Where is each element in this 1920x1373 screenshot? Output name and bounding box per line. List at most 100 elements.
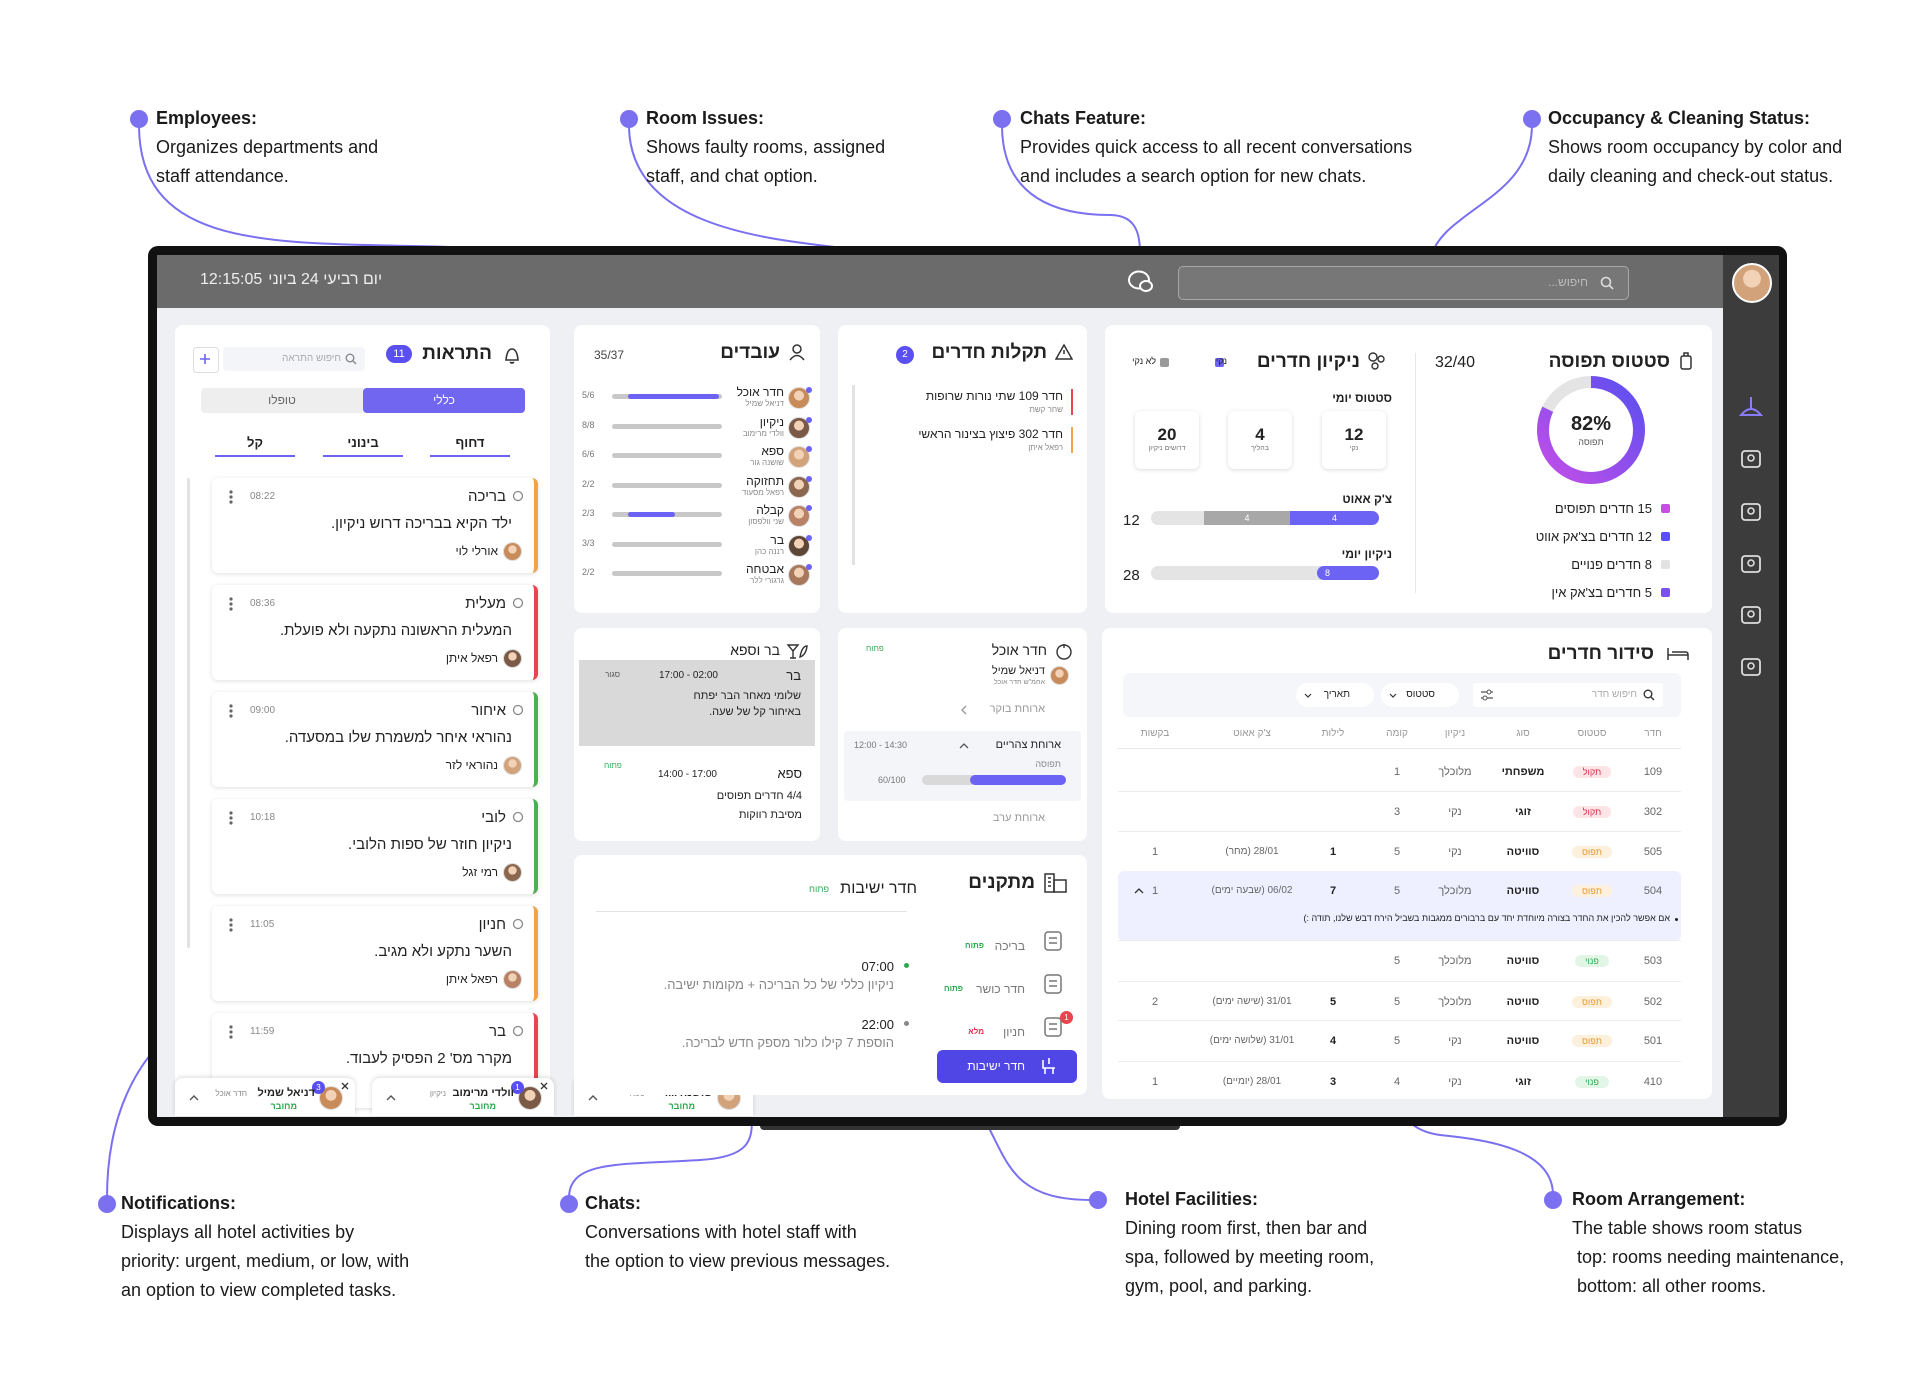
row-line: [1118, 981, 1681, 982]
add-button[interactable]: [193, 347, 219, 373]
annotation: Chats Feature: Provides quick access to a…: [1020, 104, 1412, 191]
column-header: חדר: [1644, 728, 1662, 739]
search-placeholder: חיפוש...: [1548, 275, 1588, 289]
bar-spa-title: בר וספא: [730, 642, 780, 658]
annotation: Chats: Conversations with hotel staff wit…: [585, 1189, 890, 1276]
filter-icon: [1481, 689, 1493, 701]
status-chip: תפוס: [1572, 885, 1612, 897]
dining-role: אחמ"ש חדר אוכל: [994, 679, 1045, 686]
annotation-dot: [993, 110, 1011, 128]
notification-person: רפאל איתן: [445, 651, 498, 665]
occupancy-arc: [1537, 376, 1645, 484]
sidebar-icon[interactable]: [1738, 602, 1764, 628]
notifications-count: 11: [386, 345, 412, 363]
legend-dot: [1661, 532, 1670, 541]
status-dot: [806, 387, 812, 393]
chevron: [189, 1095, 199, 1101]
card-icon: [512, 490, 524, 502]
tab[interactable]: טופלו: [268, 393, 296, 407]
status-cell: תקול: [1532, 806, 1652, 818]
cleaning-icon: [1368, 352, 1385, 370]
filter-chip[interactable]: תאריך: [1296, 683, 1374, 707]
scroll-track: [852, 385, 855, 565]
daily-clean-label: ניקיון יומי: [1341, 547, 1392, 561]
avatar: [788, 387, 810, 409]
annotation-line: top: rooms needing maintenance,: [1572, 1247, 1845, 1267]
clock: 12:15:05 יום רביעי 24 ביוני: [200, 271, 382, 289]
status-chip: תקול: [1572, 806, 1612, 818]
room-note: אם אפשר להכין את החדר בצורה מיוחדת יחד ע…: [1303, 913, 1670, 923]
annotation-line: daily cleaning and check-out status.: [1548, 166, 1834, 186]
avatar: [788, 416, 810, 439]
cleaning-title: ניקיון חדרים: [1256, 351, 1360, 372]
meeting-room-button[interactable]: חדר ישיבות: [937, 1050, 1077, 1083]
employee-dept: ספא: [761, 444, 784, 458]
annotation-line: staff attendance.: [156, 166, 289, 186]
search-icon: [1600, 276, 1614, 290]
bar-spa-panel: בר וספא בר 17:00 - 02:00 סגור שלומי מאחר הבר…: [574, 628, 820, 841]
rooms-title: סידור חדרים: [1547, 643, 1654, 664]
chevron: [961, 705, 967, 715]
avatar: [1732, 263, 1772, 303]
status-cell: פנוי: [1532, 1076, 1652, 1088]
annotation: Room Issues: Shows faulty rooms, assigned…: [646, 104, 885, 191]
notification-card: בריכה 08:22 ילד הקיא בבריכה דרוש ניקיון. או…: [212, 478, 538, 573]
employee-count: 2/2: [582, 567, 595, 577]
search-box[interactable]: חיפוש...: [1178, 266, 1629, 300]
bar-hours: 17:00 - 02:00: [659, 670, 718, 681]
sidebar-icon[interactable]: [1738, 393, 1764, 419]
annotation-title: Notifications:: [121, 1193, 236, 1213]
header-line: [1118, 748, 1681, 749]
status-chip: פנוי: [1575, 1076, 1609, 1088]
chat-bubble[interactable]: 1 וולדי מרימוב ניקיון מחובר: [372, 1078, 554, 1116]
notification-time: 08:36: [250, 598, 276, 609]
sidebar-icon[interactable]: [1738, 551, 1764, 577]
notifications-search[interactable]: חיפוש התראה: [223, 347, 365, 371]
menu-dots: [229, 597, 233, 611]
avatar: [503, 649, 522, 668]
notifications-title: התראות: [422, 343, 492, 364]
row-line: [1118, 1061, 1681, 1062]
notification-person: נהוראי לזר: [445, 758, 498, 772]
employee-dept: ניקיון: [759, 414, 784, 429]
status-cell: תקול: [1532, 766, 1652, 778]
room-type: משפחתי: [1501, 766, 1545, 778]
tab[interactable]: כללי: [363, 388, 525, 413]
priority-tab[interactable]: קל: [215, 435, 295, 457]
status-chip: פנוי: [1575, 955, 1609, 967]
issue-person: שחר קשת: [1029, 405, 1063, 414]
annotation-dot: [1523, 110, 1541, 128]
legend-dot: [1215, 358, 1224, 367]
spa-hours: 14:00 - 17:00: [658, 769, 717, 780]
priority-tab[interactable]: דחוף: [430, 435, 510, 457]
annotation-line: Shows faulty rooms, assigned: [646, 137, 886, 157]
employee-name: שושנה גור: [750, 458, 784, 467]
room-room: 503: [1643, 955, 1663, 967]
room-search[interactable]: חיפוש חדר: [1473, 683, 1663, 707]
status-cell: תפוס: [1532, 846, 1652, 858]
column-header: סוג: [1516, 728, 1530, 739]
annotation-line: Shows room occupancy by color and: [1548, 137, 1843, 157]
sidebar-icon[interactable]: [1738, 654, 1764, 680]
notification-title: איחור: [471, 702, 506, 719]
menu-dots: [229, 704, 233, 718]
room-room: 410: [1643, 1076, 1663, 1088]
annotation-line: Conversations with hotel staff with: [585, 1222, 857, 1242]
annotation-line: priority: urgent, medium, or low, with: [121, 1251, 410, 1271]
facilities-title: מתקנים: [968, 872, 1035, 893]
status-cell: פנוי: [1532, 955, 1652, 967]
employee-name: גרגורי ללר: [750, 576, 784, 585]
notification-person: רפאל איתן: [445, 972, 498, 986]
cleaning-box-value: 4: [1255, 425, 1265, 444]
attendance-track: [612, 571, 722, 576]
chat-bubble[interactable]: 3 דניאל שמיל חדר אוכל מחובר: [175, 1078, 355, 1116]
sidebar-icon[interactable]: [1738, 446, 1764, 472]
sidebar-icon[interactable]: [1738, 499, 1764, 525]
priority-tab[interactable]: בינוני: [323, 435, 403, 457]
notification-title: בר: [489, 1023, 506, 1040]
facilities-panel: מתקנים בריכה פתוח חדר כושר פתוח 1 חניון מלא חדר …: [574, 855, 1087, 1095]
filter-chip[interactable]: סטטוס: [1381, 683, 1459, 707]
checkout-segment: 4: [1290, 511, 1379, 525]
room-floor: 5: [1393, 885, 1401, 897]
room-room: 302: [1643, 806, 1663, 818]
